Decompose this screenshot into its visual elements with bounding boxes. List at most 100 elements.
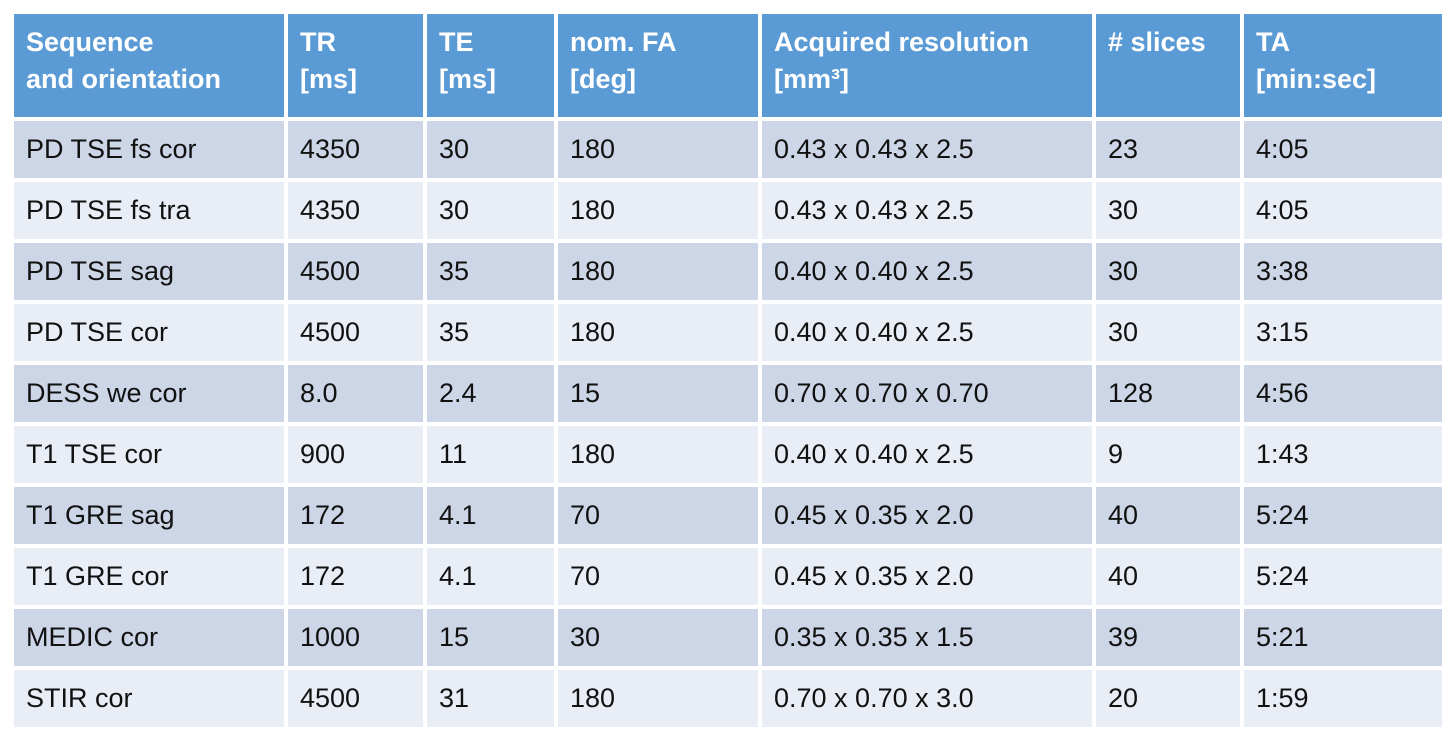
cell-tr: 4500 (288, 243, 423, 300)
table-row: PD TSE fs cor 4350 30 180 0.43 x 0.43 x … (14, 121, 1442, 178)
header-label: TA (1256, 27, 1290, 57)
cell-resolution: 0.43 x 0.43 x 2.5 (762, 121, 1092, 178)
cell-fa: 180 (558, 304, 758, 361)
cell-te: 11 (427, 426, 554, 483)
cell-ta: 4:05 (1244, 182, 1442, 239)
table-row: STIR cor 4500 31 180 0.70 x 0.70 x 3.0 2… (14, 670, 1442, 727)
cell-te: 15 (427, 609, 554, 666)
cell-resolution: 0.43 x 0.43 x 2.5 (762, 182, 1092, 239)
cell-te: 31 (427, 670, 554, 727)
cell-te: 35 (427, 243, 554, 300)
cell-tr: 172 (288, 548, 423, 605)
header-unit: [ms] (300, 64, 358, 94)
cell-resolution: 0.70 x 0.70 x 3.0 (762, 670, 1092, 727)
cell-tr: 4350 (288, 182, 423, 239)
col-header-tr: TR [ms] (288, 14, 423, 117)
cell-slices: 40 (1096, 487, 1240, 544)
table-body: PD TSE fs cor 4350 30 180 0.43 x 0.43 x … (14, 121, 1442, 727)
table-row: MEDIC cor 1000 15 30 0.35 x 0.35 x 1.5 3… (14, 609, 1442, 666)
cell-te: 35 (427, 304, 554, 361)
header-label: Sequence (26, 27, 154, 57)
col-header-num-slices: # slices (1096, 14, 1240, 117)
table-row: PD TSE fs tra 4350 30 180 0.43 x 0.43 x … (14, 182, 1442, 239)
table-row: PD TSE sag 4500 35 180 0.40 x 0.40 x 2.5… (14, 243, 1442, 300)
cell-fa: 180 (558, 182, 758, 239)
header-unit: [ms] (439, 64, 497, 94)
cell-resolution: 0.40 x 0.40 x 2.5 (762, 426, 1092, 483)
header-unit: [mm³] (774, 64, 849, 94)
cell-tr: 4500 (288, 670, 423, 727)
cell-ta: 4:05 (1244, 121, 1442, 178)
header-label: TE (439, 27, 474, 57)
table-row: PD TSE cor 4500 35 180 0.40 x 0.40 x 2.5… (14, 304, 1442, 361)
cell-slices: 30 (1096, 182, 1240, 239)
cell-fa: 70 (558, 487, 758, 544)
cell-te: 2.4 (427, 365, 554, 422)
cell-resolution: 0.70 x 0.70 x 0.70 (762, 365, 1092, 422)
cell-ta: 5:24 (1244, 548, 1442, 605)
header-label: TR (300, 27, 336, 57)
cell-resolution: 0.40 x 0.40 x 2.5 (762, 304, 1092, 361)
cell-sequence: MEDIC cor (14, 609, 284, 666)
cell-tr: 4500 (288, 304, 423, 361)
col-header-acquired-resolution: Acquired resolution [mm³] (762, 14, 1092, 117)
cell-resolution: 0.45 x 0.35 x 2.0 (762, 487, 1092, 544)
cell-fa: 15 (558, 365, 758, 422)
header-label: nom. FA (570, 27, 677, 57)
cell-fa: 180 (558, 243, 758, 300)
cell-ta: 5:21 (1244, 609, 1442, 666)
cell-sequence: DESS we cor (14, 365, 284, 422)
cell-slices: 20 (1096, 670, 1240, 727)
header-unit: [deg] (570, 64, 636, 94)
col-header-te: TE [ms] (427, 14, 554, 117)
header-unit: [min:sec] (1256, 64, 1377, 94)
cell-resolution: 0.40 x 0.40 x 2.5 (762, 243, 1092, 300)
cell-te: 4.1 (427, 487, 554, 544)
cell-slices: 40 (1096, 548, 1240, 605)
table-row: T1 GRE sag 172 4.1 70 0.45 x 0.35 x 2.0 … (14, 487, 1442, 544)
cell-sequence: STIR cor (14, 670, 284, 727)
cell-fa: 180 (558, 670, 758, 727)
table-row: T1 TSE cor 900 11 180 0.40 x 0.40 x 2.5 … (14, 426, 1442, 483)
cell-sequence: T1 GRE sag (14, 487, 284, 544)
cell-sequence: PD TSE fs tra (14, 182, 284, 239)
cell-ta: 5:24 (1244, 487, 1442, 544)
cell-slices: 30 (1096, 304, 1240, 361)
cell-te: 30 (427, 121, 554, 178)
cell-resolution: 0.35 x 0.35 x 1.5 (762, 609, 1092, 666)
mri-parameter-table: Sequence and orientation TR [ms] TE [ms]… (10, 10, 1446, 731)
header-label: # slices (1108, 27, 1206, 57)
table-row: T1 GRE cor 172 4.1 70 0.45 x 0.35 x 2.0 … (14, 548, 1442, 605)
cell-slices: 23 (1096, 121, 1240, 178)
col-header-nom-fa: nom. FA [deg] (558, 14, 758, 117)
cell-tr: 8.0 (288, 365, 423, 422)
cell-sequence: PD TSE cor (14, 304, 284, 361)
cell-fa: 30 (558, 609, 758, 666)
cell-ta: 4:56 (1244, 365, 1442, 422)
cell-sequence: T1 GRE cor (14, 548, 284, 605)
col-header-sequence-orientation: Sequence and orientation (14, 14, 284, 117)
cell-tr: 900 (288, 426, 423, 483)
col-header-ta: TA [min:sec] (1244, 14, 1442, 117)
cell-sequence: PD TSE fs cor (14, 121, 284, 178)
cell-resolution: 0.45 x 0.35 x 2.0 (762, 548, 1092, 605)
cell-tr: 172 (288, 487, 423, 544)
cell-ta: 1:43 (1244, 426, 1442, 483)
table-header: Sequence and orientation TR [ms] TE [ms]… (14, 14, 1442, 117)
header-row: Sequence and orientation TR [ms] TE [ms]… (14, 14, 1442, 117)
cell-slices: 30 (1096, 243, 1240, 300)
cell-te: 4.1 (427, 548, 554, 605)
header-unit: and orientation (26, 64, 221, 94)
cell-sequence: PD TSE sag (14, 243, 284, 300)
cell-slices: 39 (1096, 609, 1240, 666)
cell-te: 30 (427, 182, 554, 239)
cell-fa: 180 (558, 121, 758, 178)
cell-fa: 180 (558, 426, 758, 483)
cell-ta: 1:59 (1244, 670, 1442, 727)
cell-fa: 70 (558, 548, 758, 605)
cell-slices: 128 (1096, 365, 1240, 422)
cell-sequence: T1 TSE cor (14, 426, 284, 483)
header-label: Acquired resolution (774, 27, 1030, 57)
cell-slices: 9 (1096, 426, 1240, 483)
table-row: DESS we cor 8.0 2.4 15 0.70 x 0.70 x 0.7… (14, 365, 1442, 422)
